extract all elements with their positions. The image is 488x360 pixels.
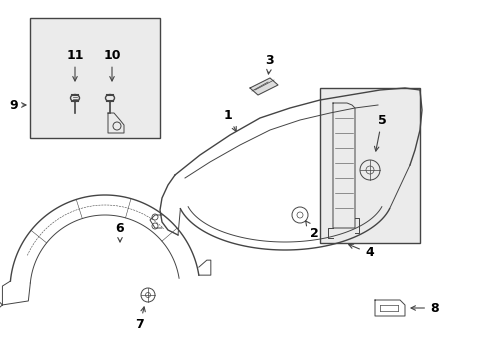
Text: 4: 4 xyxy=(365,246,374,258)
Polygon shape xyxy=(249,78,278,95)
Text: 1: 1 xyxy=(223,108,236,131)
Text: 6: 6 xyxy=(116,221,124,242)
Text: 2: 2 xyxy=(305,221,318,239)
Text: 3: 3 xyxy=(265,54,274,74)
Bar xyxy=(30,18,160,138)
Bar xyxy=(319,88,419,243)
Text: 7: 7 xyxy=(135,307,145,332)
Text: 9: 9 xyxy=(10,99,18,112)
Text: 8: 8 xyxy=(410,302,438,315)
Text: 11: 11 xyxy=(66,49,83,81)
Text: 5: 5 xyxy=(374,113,386,151)
Text: 10: 10 xyxy=(103,49,121,81)
